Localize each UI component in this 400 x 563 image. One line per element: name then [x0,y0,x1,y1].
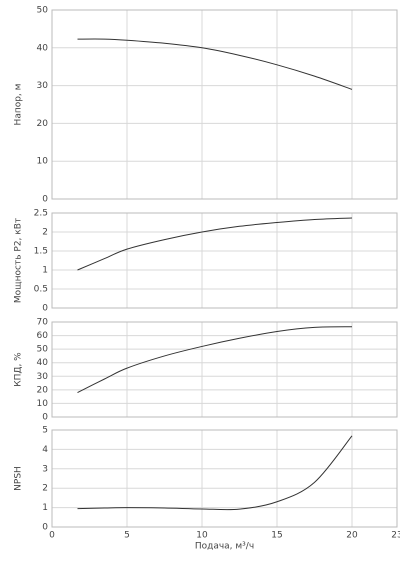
y-tick-label: 2.5 [34,209,48,219]
y-tick-label: 40 [37,358,49,368]
y-tick-label: 70 [37,318,49,328]
y-axis-label: КПД, % [14,352,24,387]
curve [77,217,353,271]
plot-frame [51,9,398,200]
y-tick-label: 40 [37,43,49,53]
y-tick-label: 1 [42,266,48,276]
x-tick-label: 10 [196,531,208,541]
y-tick-label: 3 [42,464,48,474]
curve [77,38,353,90]
curve [77,326,353,394]
y-tick-label: 0 [42,413,48,423]
y-tick-label: 0.5 [34,285,48,295]
y-tick-label: 4 [42,445,48,455]
y-tick-label: 0 [42,304,48,314]
plot-frame [51,429,398,528]
y-axis-label: NPSH [14,466,24,491]
x-tick-label: 20 [346,531,358,541]
plot-frame [51,321,398,418]
x-axis-label: Подача, м³/ч [195,542,254,552]
y-tick-label: 30 [37,81,49,91]
y-tick-label: 20 [37,119,49,129]
y-tick-label: 1 [42,503,48,513]
y-tick-label: 5 [42,426,48,436]
x-tick-label: 0 [49,531,55,541]
y-tick-label: 30 [37,372,49,382]
y-tick-label: 1.5 [34,247,48,257]
curve [77,435,353,511]
y-tick-label: 10 [37,399,49,409]
x-tick-label: 5 [124,531,130,541]
y-tick-label: 0 [42,195,48,205]
x-tick-label: 23 [391,531,400,541]
y-tick-label: 0 [42,523,48,533]
y-tick-label: 2 [42,228,48,238]
y-tick-label: 10 [37,157,49,167]
x-tick-label: 15 [271,531,282,541]
y-tick-label: 50 [37,6,49,16]
y-axis-label: Мощность P2, кВт [14,218,24,303]
y-tick-label: 50 [37,345,49,355]
y-tick-label: 2 [42,484,48,494]
plot-frame [51,212,398,309]
y-tick-label: 60 [37,331,49,341]
y-tick-label: 20 [37,385,49,395]
y-axis-label: Напор, м [14,84,24,126]
